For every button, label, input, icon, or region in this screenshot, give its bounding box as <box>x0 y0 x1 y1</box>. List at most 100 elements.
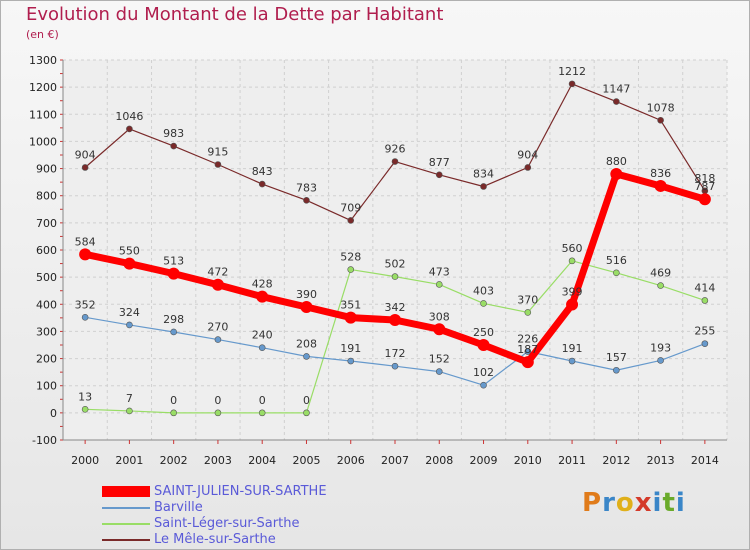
data-label: 843 <box>252 165 273 178</box>
legend-swatch <box>102 539 150 541</box>
data-point <box>657 116 664 124</box>
data-label: 469 <box>650 267 671 280</box>
data-point <box>391 158 399 165</box>
data-point <box>81 314 89 321</box>
x-tick-label: 2007 <box>381 454 409 467</box>
logo-letter: o <box>615 488 635 518</box>
data-label: 298 <box>163 313 184 326</box>
data-label: 0 <box>214 394 221 407</box>
data-point <box>126 125 133 133</box>
data-point <box>568 80 576 88</box>
logo-letter: r <box>602 488 616 518</box>
y-tick-label: 800 <box>36 190 57 203</box>
y-tick-label: 1300 <box>29 54 57 67</box>
x-tick-label: 2012 <box>602 454 630 467</box>
data-label: 324 <box>119 306 140 319</box>
data-label: 193 <box>650 341 671 354</box>
x-tick-label: 2011 <box>558 454 586 467</box>
x-tick-label: 2001 <box>115 454 143 467</box>
data-point <box>256 290 269 303</box>
x-tick-label: 2000 <box>71 454 99 467</box>
x-tick-label: 2002 <box>160 454 188 467</box>
data-label: 0 <box>303 394 310 407</box>
data-label: 836 <box>650 167 671 180</box>
data-point <box>566 298 579 311</box>
y-tick-label: 1000 <box>29 135 57 148</box>
data-point <box>258 180 266 188</box>
proxiti-logo: Proxiti <box>582 488 686 518</box>
data-label: 926 <box>385 143 406 156</box>
y-tick-label: 1100 <box>29 108 57 121</box>
data-point <box>303 353 310 360</box>
data-label: 157 <box>606 351 627 364</box>
data-point <box>211 278 224 291</box>
data-label: 226 <box>517 333 538 346</box>
data-label: 880 <box>606 155 627 168</box>
y-tick-label: 1200 <box>29 81 57 94</box>
data-point <box>657 357 664 364</box>
data-point <box>701 297 709 304</box>
data-point <box>344 311 357 324</box>
data-point <box>613 366 620 374</box>
data-point <box>654 179 667 192</box>
data-label: 473 <box>429 265 450 278</box>
data-point <box>391 362 399 370</box>
x-tick-label: 2005 <box>292 454 320 467</box>
data-label: 403 <box>473 284 494 297</box>
data-point <box>79 248 92 261</box>
logo-letter: P <box>582 488 603 518</box>
y-tick-label: 500 <box>36 271 57 284</box>
data-label: 0 <box>259 394 266 407</box>
data-point <box>480 381 487 389</box>
data-label: 172 <box>385 347 406 360</box>
data-point <box>568 257 576 265</box>
data-point <box>657 282 664 289</box>
data-label: 1078 <box>647 101 675 114</box>
data-label: 187 <box>517 343 538 356</box>
data-label: 13 <box>78 390 92 403</box>
data-label: 915 <box>207 146 228 159</box>
data-point <box>170 142 177 150</box>
data-label: 414 <box>694 281 715 294</box>
data-label: 528 <box>340 251 361 264</box>
data-point <box>433 323 446 336</box>
y-tick-label: 600 <box>36 244 57 257</box>
legend-label: SAINT-JULIEN-SUR-SARTHE <box>154 484 327 499</box>
data-label: 102 <box>473 366 494 379</box>
data-point <box>480 300 487 307</box>
legend-swatch <box>102 507 150 509</box>
chart-title: Evolution du Montant de la Dette par Hab… <box>26 4 444 25</box>
x-tick-label: 2009 <box>470 454 498 467</box>
x-tick-label: 2008 <box>425 454 453 467</box>
data-label: 904 <box>517 148 538 161</box>
data-point <box>347 266 355 273</box>
data-label: 351 <box>340 299 361 312</box>
data-point <box>568 357 576 365</box>
data-label: 240 <box>252 329 273 342</box>
y-tick-label: -100 <box>32 434 57 447</box>
data-point <box>435 281 443 288</box>
data-point <box>613 98 620 105</box>
y-tick-label: 300 <box>36 325 57 338</box>
legend-label: Barville <box>154 500 203 515</box>
data-label: 550 <box>119 245 140 258</box>
data-label: 308 <box>429 310 450 323</box>
data-point <box>123 257 136 270</box>
y-tick-label: 900 <box>36 163 57 176</box>
data-point <box>81 406 89 413</box>
data-point <box>214 161 222 168</box>
y-tick-label: 100 <box>36 380 57 393</box>
data-label: 191 <box>340 342 361 355</box>
data-point <box>214 336 222 343</box>
data-label: 877 <box>429 156 450 169</box>
data-point <box>170 328 177 336</box>
data-point <box>258 344 266 352</box>
data-label: 783 <box>296 181 317 194</box>
chart-subtitle: (en €) <box>26 28 59 41</box>
data-label: 0 <box>170 394 177 407</box>
data-label: 390 <box>296 288 317 301</box>
data-label: 516 <box>606 254 627 267</box>
data-point <box>300 301 313 313</box>
data-point <box>610 168 623 180</box>
data-point <box>170 409 177 417</box>
